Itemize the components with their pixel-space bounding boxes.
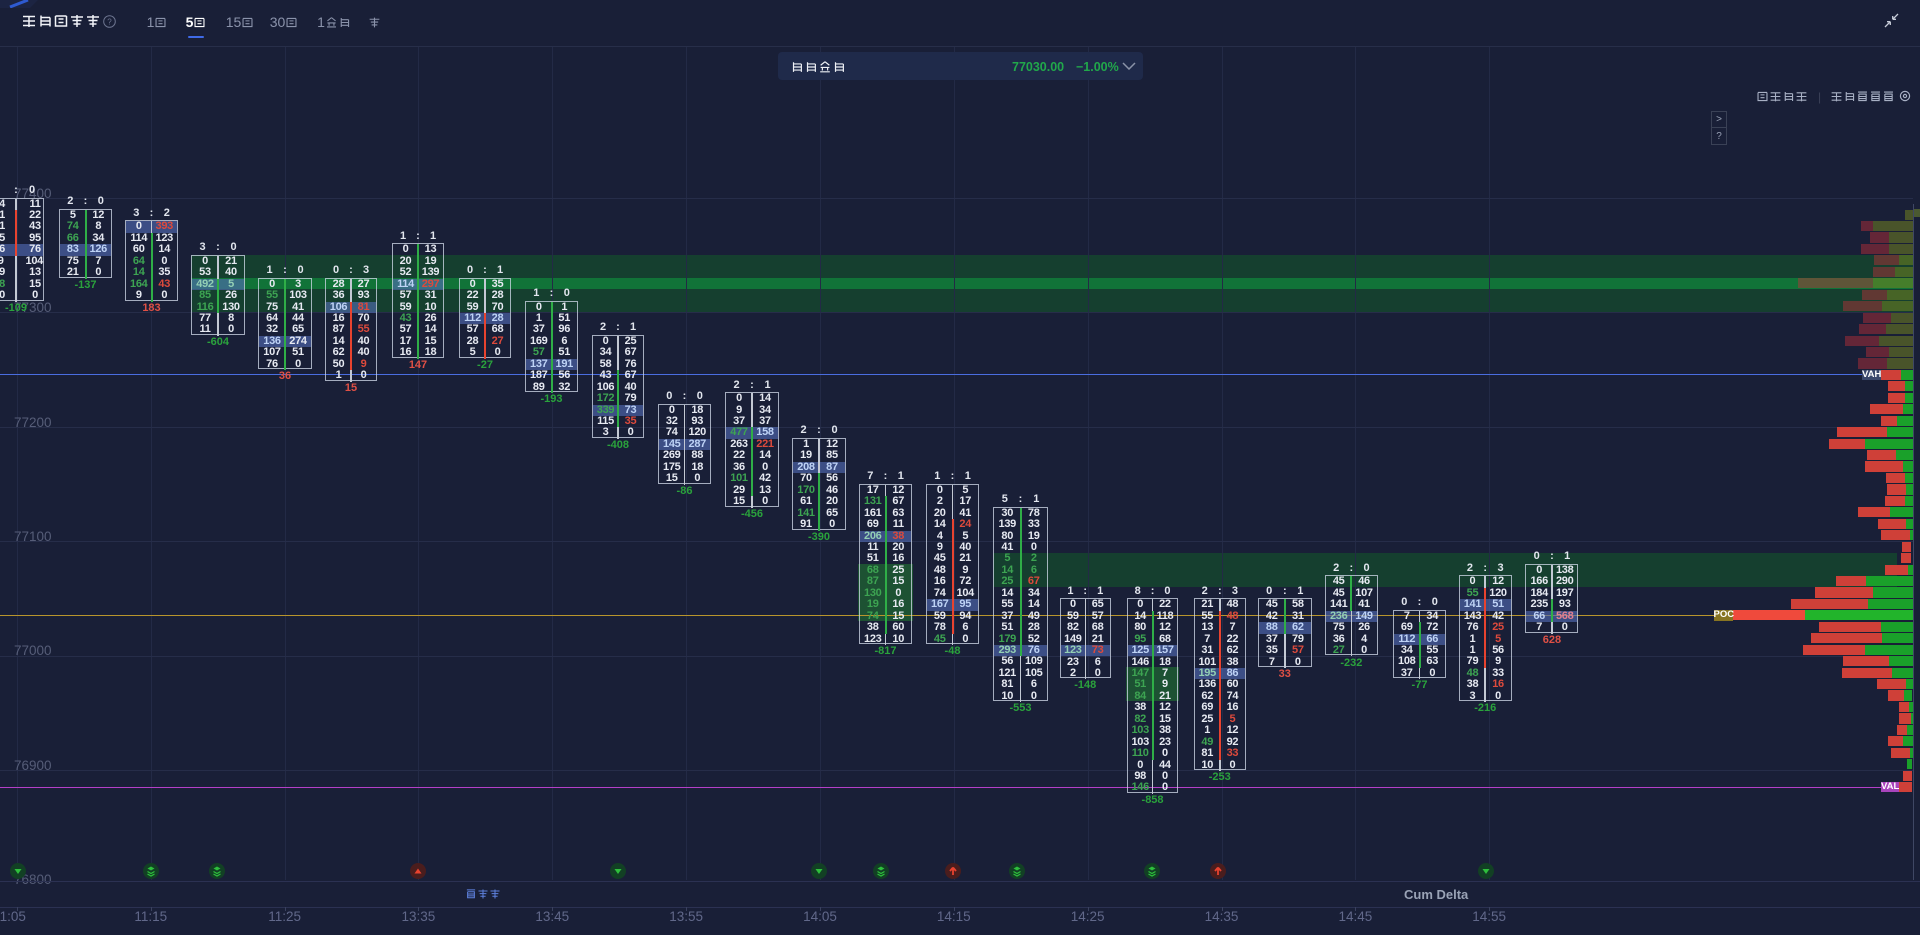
svg-text:?: ? xyxy=(107,18,112,27)
